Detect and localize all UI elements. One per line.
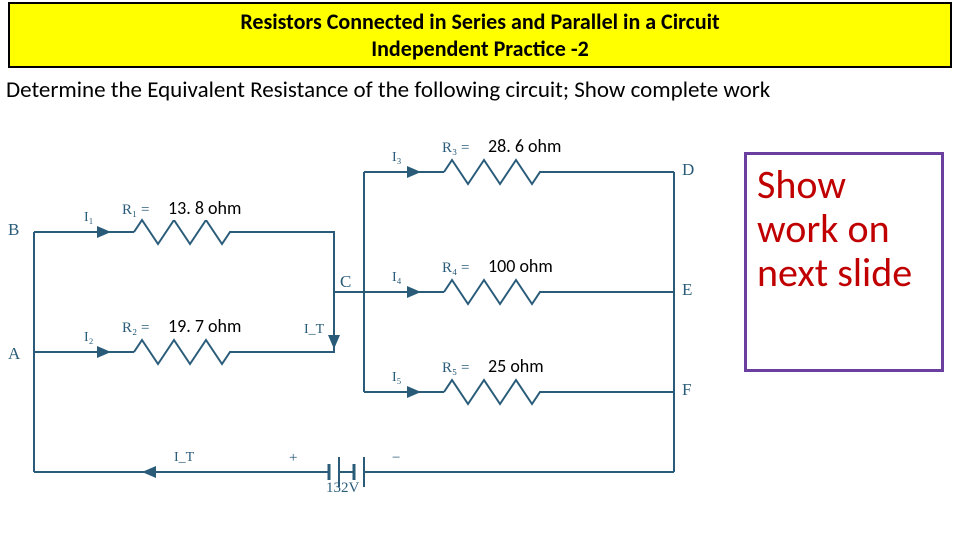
r2-symbol: R₂ = [122, 320, 149, 337]
r5-value: 25 ohm [484, 354, 548, 378]
node-e-label: E [682, 280, 692, 300]
node-d-label: D [682, 160, 694, 180]
r1-symbol: R₁ = [122, 202, 149, 219]
i3-label: I₃ [392, 150, 402, 166]
r1-value: 13. 8 ohm [164, 196, 245, 220]
callout-text: Show work on next slide [757, 160, 912, 297]
r3-symbol: R₃ = [442, 140, 469, 157]
i1-label: I₁ [84, 210, 94, 226]
r4-value: 100 ohm [484, 254, 557, 278]
r3-value: 28. 6 ohm [484, 134, 565, 158]
circuit-svg [4, 112, 704, 492]
title-line-2: Independent Practice -2 [18, 35, 942, 62]
node-b-label: B [8, 220, 19, 240]
battery-voltage: 132V [326, 480, 359, 497]
i5-label: I₅ [392, 370, 402, 386]
r2-value: 19. 7 ohm [164, 314, 245, 338]
callout-box: Show work on next slide [744, 152, 944, 372]
i4-label: I₄ [392, 270, 402, 286]
title-banner: Resistors Connected in Series and Parall… [8, 2, 952, 68]
node-f-label: F [682, 380, 691, 400]
title-line-1: Resistors Connected in Series and Parall… [18, 8, 942, 35]
i2-label: I₂ [84, 330, 94, 346]
r4-symbol: R₄ = [442, 260, 469, 277]
instruction-text: Determine the Equivalent Resistance of t… [0, 74, 960, 112]
node-c-label: C [340, 272, 351, 292]
node-a-label: A [8, 344, 20, 364]
it-bottom-label: I_T [174, 450, 194, 466]
circuit-diagram: A B C D E F R₁ = R₂ = R₃ = R₄ = R₅ = 13.… [4, 112, 704, 492]
r5-symbol: R₅ = [442, 360, 469, 377]
battery-minus: − [392, 450, 400, 467]
battery-plus: + [289, 450, 297, 467]
it-c-label: I_T [304, 322, 324, 338]
